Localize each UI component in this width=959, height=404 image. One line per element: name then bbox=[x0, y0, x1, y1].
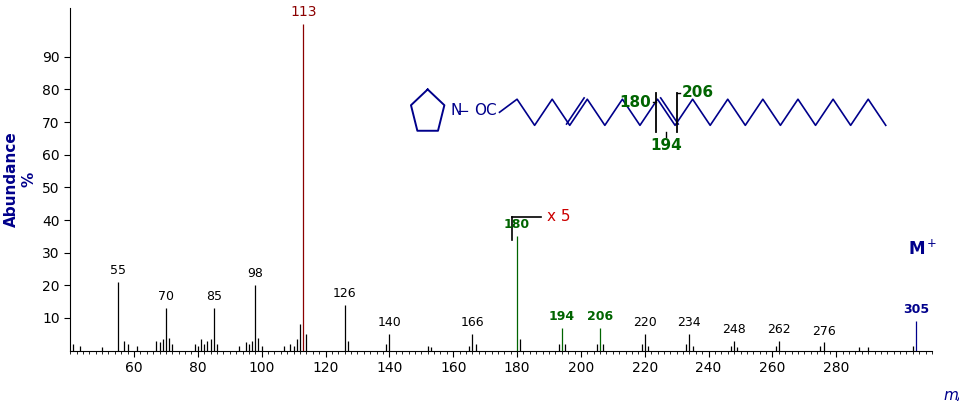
Text: 206: 206 bbox=[682, 85, 713, 100]
Text: 126: 126 bbox=[333, 287, 357, 300]
Text: 276: 276 bbox=[811, 324, 835, 338]
Text: 113: 113 bbox=[290, 5, 316, 19]
Text: 220: 220 bbox=[633, 316, 657, 329]
Text: 85: 85 bbox=[206, 290, 222, 303]
Text: N: N bbox=[450, 103, 461, 118]
Y-axis label: Abundance
%: Abundance % bbox=[4, 131, 36, 227]
Text: 180: 180 bbox=[620, 95, 651, 110]
Text: 206: 206 bbox=[587, 310, 613, 323]
Text: 248: 248 bbox=[722, 323, 746, 336]
Text: 70: 70 bbox=[158, 290, 174, 303]
Text: 180: 180 bbox=[504, 219, 530, 231]
Text: 194: 194 bbox=[549, 310, 574, 323]
Text: 262: 262 bbox=[767, 323, 790, 336]
Text: 166: 166 bbox=[460, 316, 484, 329]
Text: 305: 305 bbox=[903, 303, 929, 316]
Text: 55: 55 bbox=[110, 264, 126, 277]
Text: −: − bbox=[456, 104, 469, 119]
Text: 194: 194 bbox=[650, 139, 682, 154]
Text: OC: OC bbox=[474, 103, 497, 118]
Text: 98: 98 bbox=[247, 267, 263, 280]
Text: 140: 140 bbox=[378, 316, 401, 329]
Text: M$^+$: M$^+$ bbox=[908, 240, 937, 259]
X-axis label: m/z: m/z bbox=[944, 388, 959, 403]
Text: x 5: x 5 bbox=[548, 209, 571, 224]
Text: 234: 234 bbox=[678, 316, 701, 329]
